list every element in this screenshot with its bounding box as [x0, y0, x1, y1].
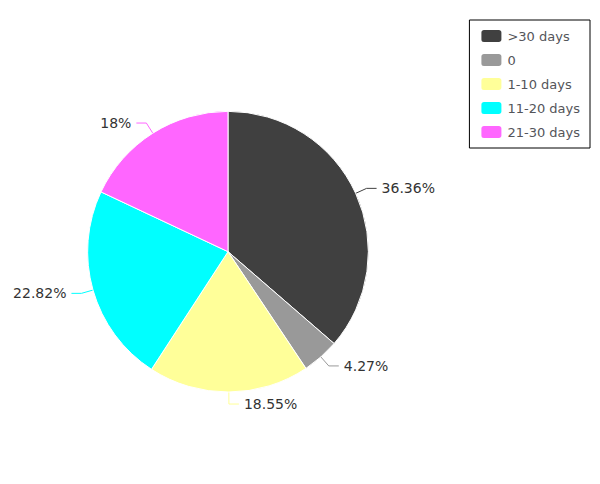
svg-text:22.82%: 22.82%	[13, 285, 66, 301]
svg-text:18%: 18%	[100, 115, 131, 131]
svg-text:1-10 days: 1-10 days	[507, 77, 572, 92]
svg-text:36.36%: 36.36%	[382, 180, 435, 196]
svg-text:4.27%: 4.27%	[344, 358, 388, 374]
svg-text:18.55%: 18.55%	[244, 396, 297, 412]
svg-text:21-30 days: 21-30 days	[507, 125, 580, 140]
svg-text:11-20 days: 11-20 days	[507, 101, 580, 116]
svg-text:>30 days: >30 days	[507, 29, 569, 44]
svg-text:0: 0	[507, 53, 515, 68]
